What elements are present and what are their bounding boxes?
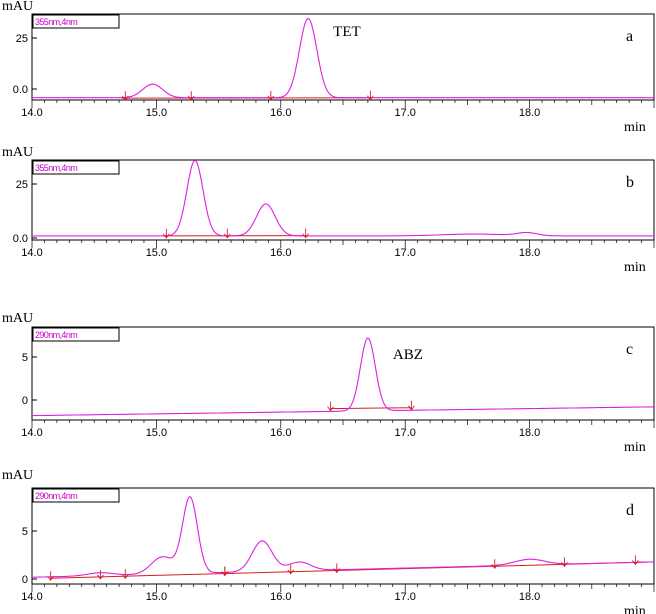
panel-letter: d bbox=[626, 502, 634, 519]
integration-marker bbox=[631, 555, 639, 566]
integration-marker bbox=[561, 557, 568, 568]
integration-baseline bbox=[50, 561, 655, 579]
y-tick-label: 5 bbox=[22, 352, 28, 364]
x-tick-label: 14.0 bbox=[21, 107, 42, 119]
x-tick-label: 18.0 bbox=[519, 427, 540, 439]
x-tick-label: 14.0 bbox=[21, 591, 42, 603]
x-tick-label: 15.0 bbox=[146, 247, 167, 259]
integration-marker bbox=[491, 559, 499, 569]
plot-frame bbox=[31, 159, 655, 241]
y-axis-unit: mAU bbox=[2, 311, 33, 326]
wavelength-box bbox=[32, 14, 120, 29]
integration-marker bbox=[97, 569, 104, 580]
wavelength-label: 355nm,4nm bbox=[35, 17, 77, 27]
signal-trace bbox=[32, 337, 655, 417]
y-axis-unit: mAU bbox=[2, 145, 33, 160]
integration-marker bbox=[187, 91, 195, 101]
peak-label: TET bbox=[333, 24, 361, 40]
x-tick-label: 18.0 bbox=[519, 591, 540, 603]
y-axis-unit: mAU bbox=[2, 0, 33, 14]
peak-label: ABZ bbox=[393, 347, 423, 363]
x-axis-unit: min bbox=[624, 604, 646, 614]
integration-marker bbox=[302, 228, 310, 239]
y-tick-label: 0 bbox=[22, 574, 28, 586]
panel-letter: a bbox=[626, 28, 633, 45]
x-axis-unit: min bbox=[624, 440, 646, 455]
signal-trace bbox=[32, 159, 654, 237]
integration-marker bbox=[221, 566, 229, 577]
y-tick-label: 25 bbox=[16, 179, 28, 191]
y-tick-label: 0 bbox=[22, 395, 28, 407]
wavelength-label: 355nm,4nm bbox=[35, 163, 77, 173]
x-tick-label: 17.0 bbox=[394, 427, 415, 439]
x-tick-label: 14.0 bbox=[21, 247, 42, 259]
integration-marker bbox=[121, 569, 129, 579]
x-tick-label: 16.0 bbox=[270, 107, 291, 119]
integration-baseline bbox=[330, 407, 412, 410]
panel-letter: c bbox=[626, 341, 633, 358]
x-axis-unit: min bbox=[624, 120, 646, 135]
integration-marker bbox=[367, 90, 374, 101]
integration-marker bbox=[162, 228, 170, 239]
y-axis-unit: mAU bbox=[2, 468, 33, 483]
plot-frame bbox=[31, 326, 655, 421]
y-tick-label: 25 bbox=[16, 33, 28, 45]
integration-marker bbox=[287, 564, 295, 575]
panel-letter: b bbox=[626, 174, 634, 191]
x-tick-label: 15.0 bbox=[146, 591, 167, 603]
wavelength-box bbox=[32, 160, 120, 175]
x-tick-label: 16.0 bbox=[270, 247, 291, 259]
integration-marker bbox=[408, 400, 415, 411]
integration-marker bbox=[327, 401, 334, 412]
signal-trace bbox=[32, 18, 654, 99]
integration-marker bbox=[47, 571, 55, 581]
x-tick-label: 15.0 bbox=[146, 107, 167, 119]
x-tick-label: 14.0 bbox=[21, 427, 42, 439]
x-tick-label: 17.0 bbox=[394, 247, 415, 259]
wavelength-label: 290nm,4nm bbox=[35, 330, 77, 340]
x-tick-label: 16.0 bbox=[270, 427, 291, 439]
integration-marker bbox=[267, 90, 275, 101]
x-tick-label: 18.0 bbox=[519, 247, 540, 259]
integration-marker bbox=[121, 91, 129, 101]
y-tick-label: 5 bbox=[22, 526, 28, 538]
x-tick-label: 16.0 bbox=[270, 591, 291, 603]
wavelength-label: 290nm,4nm bbox=[35, 491, 77, 501]
integration-marker bbox=[223, 228, 231, 239]
y-tick-label: 0.0 bbox=[13, 84, 28, 96]
y-tick-label: 0.0 bbox=[13, 233, 28, 245]
wavelength-box bbox=[32, 488, 120, 503]
x-tick-label: 15.0 bbox=[146, 427, 167, 439]
x-tick-label: 18.0 bbox=[519, 107, 540, 119]
wavelength-box bbox=[32, 327, 120, 342]
x-tick-label: 17.0 bbox=[394, 591, 415, 603]
x-tick-label: 17.0 bbox=[394, 107, 415, 119]
signal-trace bbox=[32, 496, 654, 578]
x-axis-unit: min bbox=[624, 260, 646, 275]
integration-marker bbox=[333, 563, 341, 574]
